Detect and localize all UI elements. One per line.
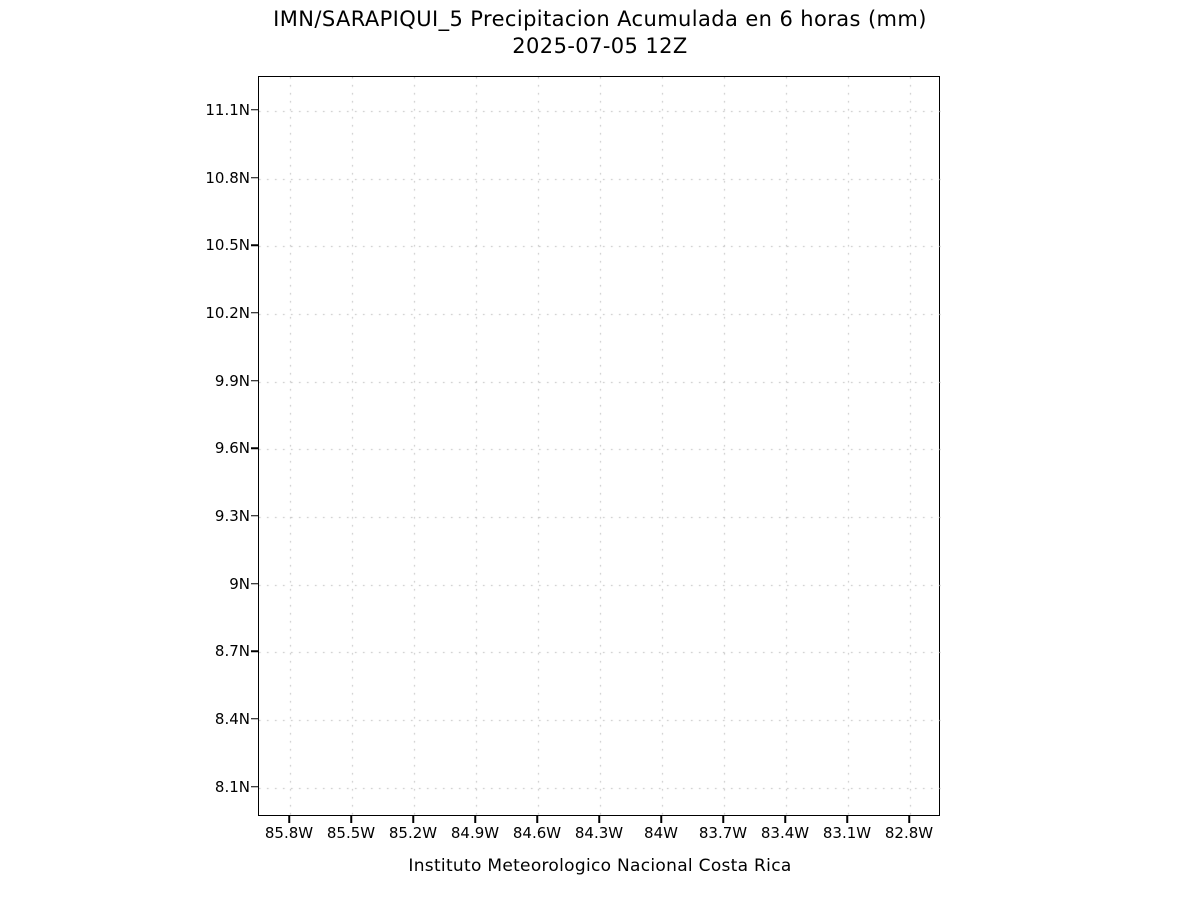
x-axis-tick-mark <box>908 816 910 823</box>
y-axis-tick-label: 9.6N <box>214 439 250 458</box>
y-axis-tick-mark <box>251 312 258 314</box>
x-axis-tick-mark <box>288 816 290 823</box>
y-axis-tick-mark <box>251 582 258 585</box>
x-axis-tick-label: 83.7W <box>698 824 748 842</box>
footer-credit: Instituto Meteorologico Nacional Costa R… <box>408 856 792 876</box>
x-axis-tick-label: 83.4W <box>760 824 810 842</box>
chart-subtitle: 2025-07-05 12Z <box>512 34 688 58</box>
y-axis-tick-mark <box>251 718 258 720</box>
y-axis-tick-mark <box>251 785 258 788</box>
map-plot-area <box>258 76 941 817</box>
y-axis-tick-mark <box>251 515 258 517</box>
x-axis-tick-label: 84W <box>644 824 678 842</box>
y-axis-tick-label: 8.7N <box>214 642 250 661</box>
y-axis-tick-label: 8.4N <box>214 709 250 728</box>
x-axis-tick-mark <box>846 816 848 823</box>
y-axis-tick-label: 9.9N <box>214 371 250 390</box>
y-axis-tick-label: 11.1N <box>205 100 250 119</box>
x-axis-tick-mark <box>350 816 352 823</box>
x-axis-tick-mark <box>536 816 538 823</box>
y-axis-tick-mark <box>251 650 258 653</box>
y-axis-tick-mark <box>251 176 258 179</box>
x-axis-tick-mark <box>412 816 414 823</box>
colorbar <box>1050 96 1200 808</box>
x-axis-tick-label: 85.5W <box>326 824 376 842</box>
y-axis-tick-label: 10.2N <box>205 303 250 322</box>
x-axis-tick-mark <box>474 816 476 823</box>
y-axis-tick-label: 9N <box>229 574 250 593</box>
x-axis-tick-label: 85.2W <box>388 824 438 842</box>
chart-title: IMN/SARAPIQUI_5 Precipitacion Acumulada … <box>273 7 927 31</box>
x-axis-tick-mark <box>784 816 786 823</box>
x-axis-tick-label: 85.8W <box>264 824 314 842</box>
x-axis-tick-mark <box>722 816 724 823</box>
coastline-overlay <box>259 77 941 817</box>
chart-title-block: IMN/SARAPIQUI_5 Precipitacion Acumulada … <box>0 6 1200 60</box>
y-axis-tick-label: 10.5N <box>205 236 250 255</box>
x-axis-tick-label: 84.6W <box>512 824 562 842</box>
y-axis-tick-label: 10.8N <box>205 168 250 187</box>
y-axis-tick-mark <box>251 244 258 246</box>
y-axis-tick-mark <box>251 109 258 111</box>
y-axis-tick-mark <box>251 447 258 449</box>
x-axis-tick-label: 82.8W <box>884 824 934 842</box>
x-axis-tick-mark <box>598 816 600 823</box>
y-axis-tick-mark <box>251 379 258 382</box>
x-axis-tick-label: 83.1W <box>822 824 872 842</box>
y-axis-tick-label: 8.1N <box>214 777 250 796</box>
x-axis-tick-label: 84.3W <box>574 824 624 842</box>
colorbar-swatches <box>1050 96 1094 808</box>
y-axis-tick-label: 9.3N <box>214 506 250 525</box>
x-axis-tick-label: 84.9W <box>450 824 500 842</box>
x-axis-tick-mark <box>660 816 662 823</box>
